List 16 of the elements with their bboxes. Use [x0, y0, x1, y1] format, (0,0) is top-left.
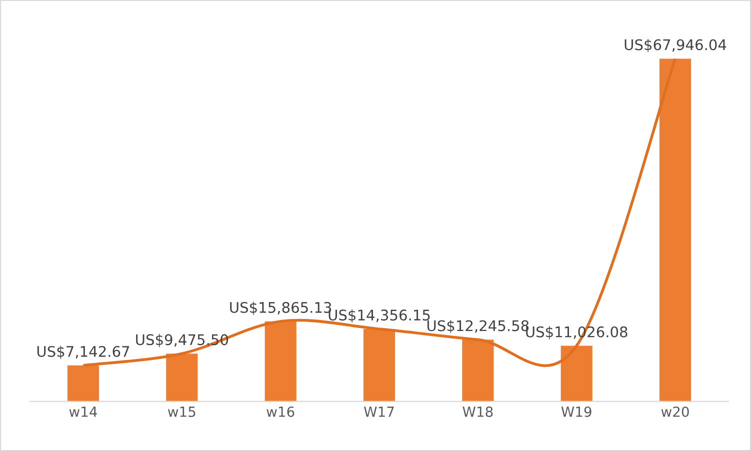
- x-tick-label: w16: [266, 406, 294, 417]
- bar: [67, 365, 100, 402]
- bar: [264, 321, 296, 402]
- data-label: US$67,946.04: [624, 38, 726, 52]
- data-label: US$7,142.67: [37, 346, 130, 359]
- x-tick-label: w20: [661, 406, 689, 417]
- bar: [363, 328, 396, 402]
- x-tick-label: W18: [462, 406, 493, 417]
- x-tick-label: W17: [364, 406, 394, 417]
- x-tick-label: W19: [561, 406, 592, 417]
- bar: [166, 354, 198, 402]
- bar: [462, 340, 494, 402]
- x-tick-label: w14: [69, 406, 97, 417]
- bar: [659, 58, 692, 402]
- x-tick-label: w15: [168, 406, 196, 417]
- bar: [560, 346, 592, 402]
